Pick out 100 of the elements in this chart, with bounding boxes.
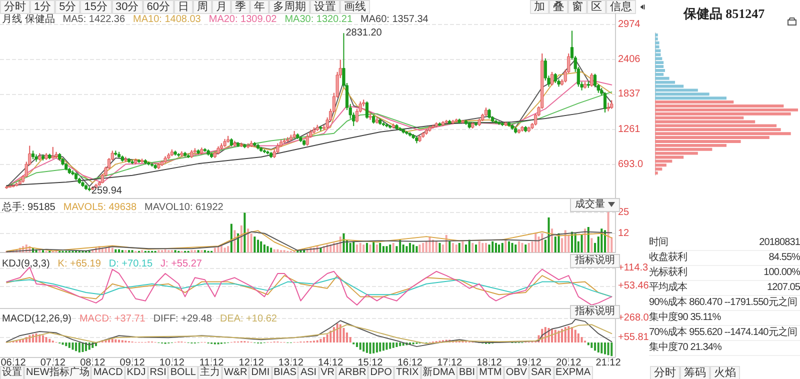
text: NEW指标广场: [24, 366, 92, 379]
text: BBI: [456, 366, 478, 379]
series-label: DEA: +10.62: [220, 314, 278, 324]
text: MACD: [91, 366, 125, 379]
text: 日: [174, 0, 193, 14]
text: 平均成本: [649, 281, 724, 296]
text: 集中度70 21.34%: [649, 341, 800, 356]
text: 70%成本 955.620 --1474.140元之间: [649, 326, 800, 341]
text: 1207.05: [724, 281, 800, 296]
text: DPO: [368, 366, 394, 379]
y-tick-label: 2974: [618, 18, 641, 30]
x-tick-label: 20.12: [556, 358, 582, 368]
text: VR: [318, 366, 336, 379]
y-tick-label: 1837: [618, 88, 641, 100]
chart-title: 总手: 95185: [1, 201, 56, 213]
text: 新DMA: [420, 366, 457, 379]
x-tick-label: 09.12: [120, 358, 146, 368]
text: 火焰: [710, 366, 740, 379]
text: 信息: [606, 0, 636, 14]
text: MTM: [477, 366, 504, 379]
text: 设置: [310, 0, 340, 14]
text: 84.55%: [724, 251, 800, 266]
annotation: 指标说明: [575, 306, 615, 318]
annotation: 成交量: [575, 198, 605, 210]
text: MAVOL5: 49638: [63, 202, 137, 213]
series-label: MACD: +37.71: [79, 314, 146, 324]
text: TRIX: [394, 366, 421, 379]
text: 时间: [649, 236, 724, 251]
text: EXPMA: [554, 366, 593, 379]
text: MA10: 1408.03: [133, 14, 202, 25]
x-tick-label: 06.12: [0, 358, 26, 368]
text: 设置: [0, 366, 24, 379]
text: 筹码: [680, 366, 710, 379]
x-tick-label: 12.12: [238, 358, 264, 368]
y-tick-label: +268.0: [618, 312, 650, 324]
y-tick-label: 693.0: [618, 159, 644, 170]
text: MA20: 1309.02: [208, 14, 278, 25]
series-label: DIFF: +29.48: [153, 314, 212, 324]
y-tick-label: +53.46: [618, 280, 650, 292]
text: RSI: [148, 366, 168, 379]
y-tick-label: 12: [618, 228, 630, 239]
text: 集中度90 35.11%: [649, 311, 800, 326]
y-tick-label: +55.81: [618, 332, 650, 343]
x-tick-label: 08.12: [80, 358, 106, 368]
x-tick-label: 14.12: [318, 358, 344, 368]
annotation: 指标说明: [575, 255, 615, 267]
x-tick-label: 17.12: [437, 358, 463, 368]
y-tick-label: 2406: [618, 54, 641, 65]
text: 叠: [549, 0, 568, 14]
text: 区: [587, 0, 606, 14]
text: OBV: [504, 366, 529, 379]
text: 周: [193, 0, 212, 14]
text: 加: [530, 0, 549, 14]
text: MA30: 1320.21: [284, 14, 353, 25]
text: 年: [250, 0, 269, 14]
text: 光标获利: [649, 266, 724, 281]
text: 主力: [198, 366, 222, 379]
text: MA5: 1422.36: [62, 14, 126, 25]
text: 60分: [142, 0, 174, 14]
text: 5分: [55, 0, 80, 14]
text: ARBR: [336, 366, 368, 379]
x-tick-label: 18.12: [476, 358, 502, 368]
text: MA60: 1357.34: [360, 14, 429, 25]
y-tick-label: +114.3: [618, 262, 649, 274]
text: 90%成本 860.470 --1791.550元之间: [649, 296, 800, 311]
chart-title: 保健品 851247: [682, 6, 766, 21]
x-tick-label: 13.12: [278, 358, 304, 368]
text: KDJ: [124, 366, 148, 379]
text: SAR: [528, 366, 554, 379]
text: 20180831: [724, 236, 800, 251]
chart-title: MACD(12,26,9): [2, 314, 72, 324]
x-tick-label: 19.12: [516, 358, 542, 368]
annotation: 259.94: [91, 186, 122, 197]
text: 多周期: [269, 0, 310, 14]
text: 画线: [340, 0, 370, 14]
text: BOLL: [168, 366, 198, 379]
series-label: K: +65.19: [58, 258, 102, 270]
series-label: J: +55.27: [160, 258, 202, 270]
text: DMI: [249, 366, 272, 379]
text: W&R: [222, 366, 250, 379]
y-tick-label: 1261: [618, 124, 641, 136]
chart-title: KDJ(9,3,3): [2, 258, 50, 270]
x-tick-label: 21.12: [596, 358, 622, 368]
text: 窗: [568, 0, 587, 14]
x-tick-label: 10.12: [159, 358, 185, 368]
text: 分时: [0, 0, 30, 14]
text: 30分: [112, 0, 143, 14]
text: 收盘获利: [649, 251, 724, 266]
text: 1分: [30, 0, 56, 14]
text: 分时: [650, 366, 680, 379]
x-tick-label: 16.12: [397, 358, 423, 368]
annotation: 2831.20: [346, 28, 382, 39]
text: 100.00%: [724, 266, 800, 281]
x-tick-label: 07.12: [40, 358, 66, 368]
text: MAVOL10: 61922: [144, 202, 224, 213]
text: 月: [212, 0, 231, 14]
text: BIAS: [272, 366, 298, 379]
x-tick-label: 15.12: [358, 358, 384, 368]
x-tick-label: 11.12: [199, 358, 224, 368]
series-label: D: +70.15: [108, 258, 153, 270]
